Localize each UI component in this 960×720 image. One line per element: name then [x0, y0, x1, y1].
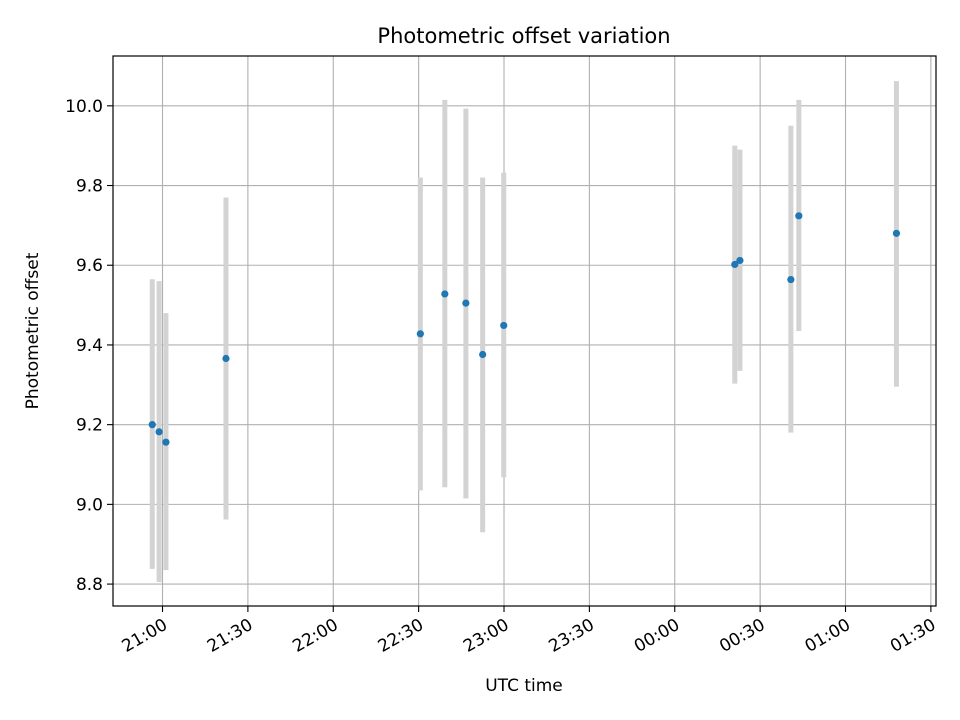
y-tick-label: 9.0 [76, 495, 103, 515]
y-tick-label: 9.6 [76, 256, 103, 276]
data-points [148, 212, 901, 446]
data-point [162, 438, 170, 446]
data-point [795, 212, 803, 220]
x-tick-label: 00:00 [631, 615, 683, 657]
data-point [462, 299, 470, 307]
y-axis-title: Photometric offset [23, 252, 43, 409]
y-tick-label: 9.2 [76, 416, 103, 436]
x-tick-label: 22:00 [289, 615, 341, 657]
data-point [479, 350, 487, 359]
data-point [787, 275, 795, 284]
data-point [148, 421, 156, 429]
x-tick-label: 23:30 [545, 615, 597, 657]
data-point [441, 290, 449, 298]
y-axis: 8.8 9.0 9.2 9.4 9.6 9.8 10.0 [65, 97, 113, 595]
x-tick-label: 22:30 [375, 615, 427, 657]
y-tick-label: 8.8 [76, 575, 103, 595]
x-axis: 21:00 21:30 22:00 22:30 23:00 23:30 00:00 00:30… [119, 606, 939, 657]
data-point [731, 260, 739, 269]
data-point [500, 321, 508, 330]
data-point [155, 428, 163, 436]
x-tick-label: 01:00 [802, 615, 854, 657]
x-tick-label: 23:00 [460, 615, 512, 657]
y-tick-label: 9.8 [76, 177, 103, 197]
x-tick-label: 21:30 [204, 615, 256, 657]
y-tick-label: 9.4 [76, 336, 103, 356]
x-axis-title: UTC time [485, 676, 563, 696]
grid [113, 56, 936, 606]
x-tick-label: 01:30 [887, 615, 939, 657]
y-tick-label: 10.0 [65, 97, 103, 117]
data-point [222, 354, 230, 363]
x-tick-label: 00:30 [716, 615, 768, 657]
data-point [892, 229, 901, 237]
data-point [736, 256, 744, 265]
plot-frame [112, 55, 937, 607]
data-point [416, 330, 424, 338]
chart-title: Photometric offset variation [377, 24, 670, 48]
x-tick-label: 21:00 [119, 615, 171, 657]
error-bars [149, 81, 899, 583]
